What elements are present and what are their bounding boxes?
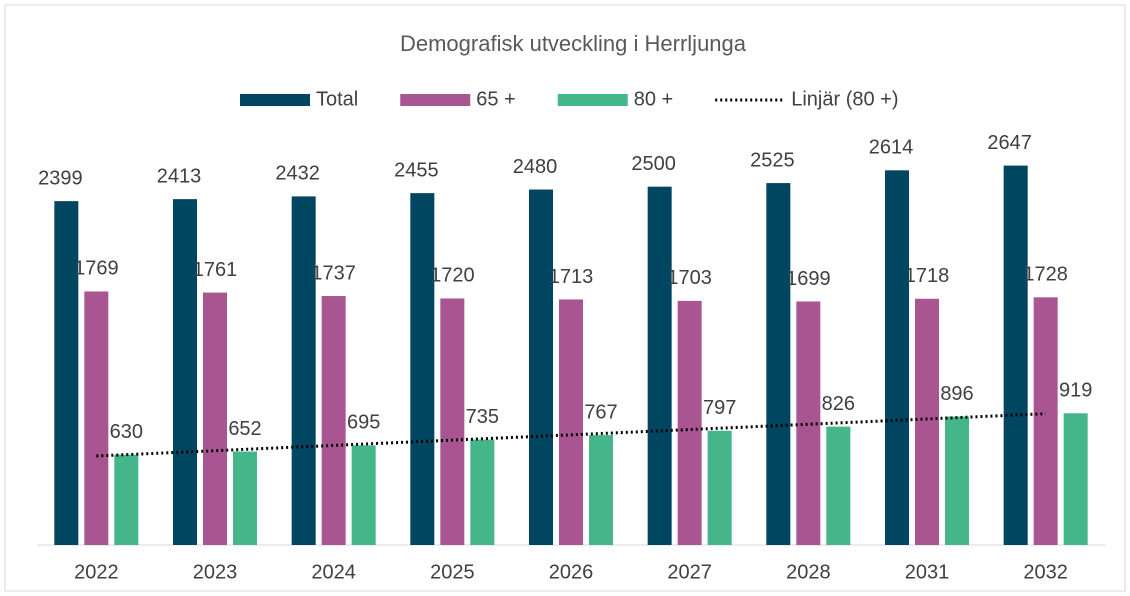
data-label: 2480 [513,156,558,178]
data-label: 2455 [394,159,439,181]
bar [647,186,672,545]
bar [1003,165,1028,545]
data-label: 1728 [1023,264,1068,286]
bar [1033,297,1058,545]
data-label: 1761 [193,259,238,281]
legend-swatch [400,94,471,106]
bar [707,430,732,545]
data-label: 1703 [667,267,712,289]
x-tick-label: 2025 [430,561,475,583]
x-tick-label: 2024 [311,561,356,583]
bar [54,201,79,546]
x-tick-label: 2031 [905,561,950,583]
data-label: 2614 [869,137,914,159]
x-tick-label: 2022 [74,561,119,583]
bar [351,445,376,545]
bar [470,439,495,545]
chart-title: Demografisk utveckling i Herrljunga [400,31,747,56]
legend-swatch [557,94,628,106]
data-label: 695 [347,412,380,434]
trendline [96,412,1046,458]
bar [114,454,139,545]
data-label: 767 [584,401,617,423]
data-label: 652 [228,418,261,440]
x-tick-label: 2028 [786,561,831,583]
bar [915,298,939,545]
legend-label: Total [316,88,358,110]
bar [440,298,465,545]
legend-swatch [240,94,310,106]
bar [945,416,969,545]
bar [410,193,435,545]
bar [885,170,909,545]
data-label: 1718 [905,265,950,287]
data-label: 826 [822,393,855,415]
bar [173,199,197,546]
bar [84,291,109,545]
data-label: 2432 [275,163,320,185]
bar [1063,413,1088,545]
data-label: 1769 [74,258,119,280]
data-label: 919 [1059,380,1092,402]
bar [766,183,791,546]
bar [203,292,227,545]
bar [589,435,613,545]
x-tick-label: 2032 [1023,561,1068,583]
bar [291,196,316,545]
data-label: 1720 [430,265,475,287]
legend-label: 80 + [634,88,673,110]
data-label: 2413 [157,165,202,187]
x-tick-label: 2023 [193,561,238,583]
bar [559,299,583,545]
data-label: 2525 [750,149,795,171]
legend-label: 65 + [476,88,515,110]
data-label: 797 [703,397,736,419]
data-label: 630 [110,421,143,443]
data-label: 1713 [549,266,594,288]
data-label: 735 [466,406,499,428]
bar [826,426,851,545]
bar [677,300,702,545]
bar [233,451,257,545]
x-tick-label: 2026 [549,561,594,583]
data-label: 2500 [631,153,676,175]
data-label: 1737 [311,262,356,284]
legend-label: Linjär (80 +) [791,88,898,110]
bar [321,296,346,545]
data-label: 1699 [786,268,831,290]
data-label: 896 [940,383,973,405]
data-label: 2399 [38,167,83,189]
data-label: 2647 [987,132,1032,154]
bar [529,189,553,546]
x-tick-label: 2027 [667,561,712,583]
